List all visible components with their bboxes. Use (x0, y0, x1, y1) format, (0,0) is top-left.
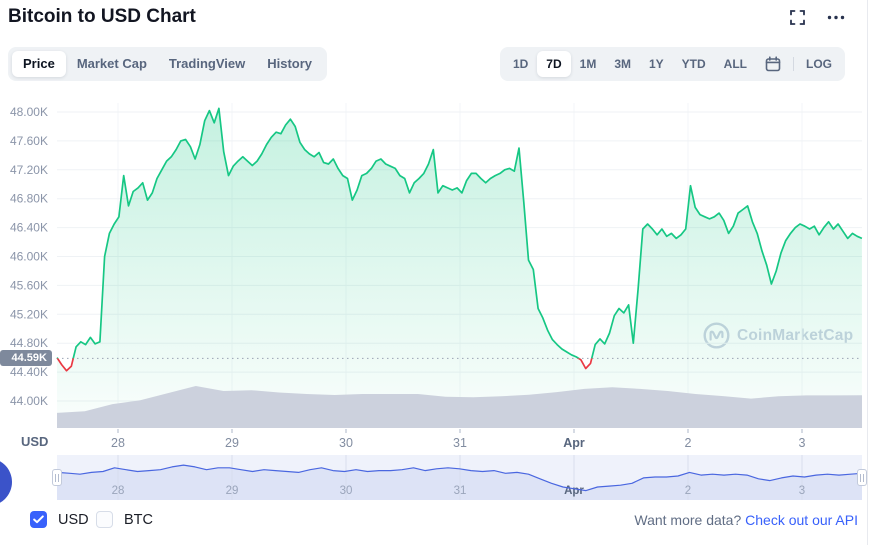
x-axis-label: 29 (225, 436, 239, 450)
y-axis-label: 45.20K (10, 307, 48, 321)
usd-toggle[interactable]: USD (30, 511, 89, 528)
more-data-text: Want more data? Check out our API (634, 512, 858, 528)
chart-view-tabs: Price Market Cap TradingView History (8, 47, 328, 81)
right-edge-divider (867, 0, 868, 545)
navigator-date-label: 31 (454, 485, 467, 497)
navigator-handle-left[interactable] (52, 469, 62, 486)
range-1y[interactable]: 1Y (640, 51, 673, 77)
navigator-date-label: 30 (340, 485, 353, 497)
api-link[interactable]: Check out our API (745, 512, 858, 528)
tab-history[interactable]: History (256, 51, 323, 77)
range-ytd[interactable]: YTD (673, 51, 715, 77)
y-axis-label: 47.60K (10, 134, 48, 148)
volume-area (57, 386, 863, 428)
axis-unit-label: USD (21, 434, 49, 449)
usd-checkbox[interactable] (30, 511, 47, 528)
navigator[interactable]: 28 29 30 31 Apr 2 3 (56, 455, 863, 500)
range-all[interactable]: ALL (715, 51, 756, 77)
x-axis-label: 30 (339, 436, 353, 450)
y-axis-label: 46.00K (10, 250, 48, 264)
y-axis-label: 46.80K (10, 192, 48, 206)
range-1m[interactable]: 1M (571, 51, 606, 77)
range-selector: 1D 7D 1M 3M 1Y YTD ALL LOG (499, 47, 845, 81)
y-axis-label: 45.60K (10, 278, 48, 292)
page-title: Bitcoin to USD Chart (8, 6, 196, 27)
fullscreen-icon[interactable] (790, 10, 805, 25)
x-axis-label: Apr (563, 436, 585, 450)
navigator-line (56, 464, 863, 492)
check-icon (33, 515, 44, 524)
price-line-up (56, 107, 863, 359)
btc-toggle[interactable]: BTC (96, 511, 153, 528)
y-axis-label: 47.20K (10, 163, 48, 177)
price-area-fill (57, 108, 862, 429)
navigator-date-label: Apr (564, 485, 584, 497)
navigator-date-label: 29 (226, 485, 239, 497)
calendar-icon[interactable] (756, 51, 790, 77)
btc-checkbox[interactable] (96, 511, 113, 528)
log-scale-toggle[interactable]: LOG (797, 51, 841, 77)
chart-footer: USD BTC Want more data? Check out our AP… (0, 508, 870, 534)
current-price-badge: 44.59K (0, 350, 52, 366)
usd-toggle-label: USD (58, 511, 89, 528)
divider (793, 57, 794, 71)
x-axis-label: 28 (111, 436, 125, 450)
y-axis-label: 44.40K (10, 365, 48, 379)
x-axis-label: 2 (685, 436, 692, 450)
range-1d[interactable]: 1D (504, 51, 537, 77)
y-axis-label: 46.40K (10, 221, 48, 235)
navigator-date-label: 3 (799, 485, 805, 497)
tab-tradingview[interactable]: TradingView (158, 51, 256, 77)
range-3m[interactable]: 3M (605, 51, 640, 77)
more-options-icon[interactable] (827, 15, 845, 20)
chart-toolbar: Price Market Cap TradingView History 1D … (0, 47, 870, 81)
range-7d[interactable]: 7D (537, 51, 571, 77)
btc-toggle-label: BTC (124, 511, 153, 528)
y-axis-label: 44.00K (10, 394, 48, 408)
navigator-date-label: 2 (685, 485, 691, 497)
navigator-handle-right[interactable] (857, 469, 867, 486)
header-actions (790, 10, 845, 25)
tab-price[interactable]: Price (12, 51, 66, 77)
navigator-date-label: 28 (112, 485, 125, 497)
x-axis-label: 31 (453, 436, 467, 450)
x-axis-label: 3 (799, 436, 806, 450)
tab-market-cap[interactable]: Market Cap (66, 51, 158, 77)
y-axis-label: 44.80K (10, 336, 48, 350)
y-axis-label: 48.00K (10, 105, 48, 119)
